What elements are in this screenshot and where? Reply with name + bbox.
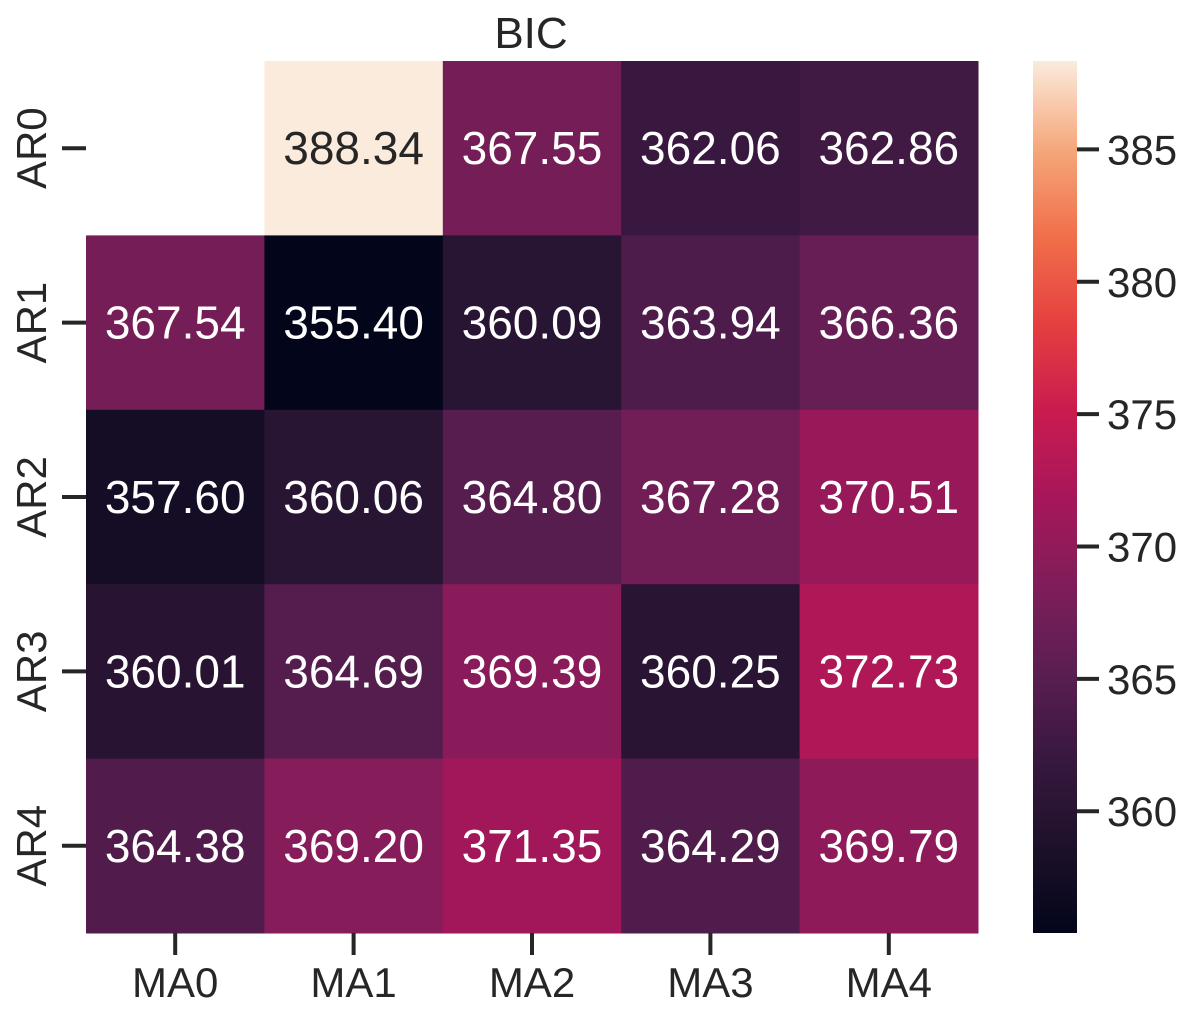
x-axis: MA0 MA1 MA2 MA3 MA4 bbox=[132, 933, 932, 1006]
heatmap-cell bbox=[86, 584, 265, 760]
chart-title: BIC bbox=[494, 9, 567, 58]
cell-value-label: 362.06 bbox=[640, 122, 781, 174]
x-tick-label: MA3 bbox=[667, 959, 753, 1006]
heatmap-cell bbox=[799, 61, 979, 236]
y-tick-label: AR0 bbox=[8, 107, 55, 189]
heatmap-cell bbox=[621, 235, 801, 411]
heatmap-cell bbox=[264, 758, 444, 934]
y-tick-label: AR3 bbox=[8, 631, 55, 713]
heatmap-cell bbox=[621, 409, 801, 585]
colorbar: 360 365 370 375 380 385 bbox=[1033, 61, 1177, 933]
cell-value-label: 367.55 bbox=[462, 122, 603, 174]
cell-value-label: 369.39 bbox=[462, 645, 603, 697]
cell-value-label: 370.51 bbox=[818, 471, 959, 523]
heatmap-cell bbox=[442, 61, 622, 236]
colorbar-tick-label: 380 bbox=[1107, 259, 1177, 306]
heatmap-cell bbox=[86, 409, 265, 585]
colorbar-tick-label: 360 bbox=[1107, 788, 1177, 835]
heatmap-cell bbox=[799, 235, 979, 411]
y-tick-label: AR2 bbox=[8, 456, 55, 538]
cell-value-label: 363.94 bbox=[640, 297, 781, 349]
y-tick-label: AR4 bbox=[8, 805, 55, 887]
heatmap-cell bbox=[621, 758, 801, 934]
heatmap-cell bbox=[264, 61, 444, 236]
cell-value-label: 357.60 bbox=[105, 471, 246, 523]
cell-value-label: 364.38 bbox=[105, 820, 246, 872]
cell-value-label: 366.36 bbox=[818, 297, 959, 349]
colorbar-gradient bbox=[1033, 61, 1077, 933]
cell-value-label: 388.34 bbox=[283, 122, 424, 174]
x-tick-label: MA0 bbox=[132, 959, 218, 1006]
y-tick-label: AR1 bbox=[8, 282, 55, 364]
heatmap-cell bbox=[799, 584, 979, 760]
heatmap-cell bbox=[442, 758, 622, 934]
x-tick-label: MA1 bbox=[310, 959, 396, 1006]
cell-value-label: 360.06 bbox=[283, 471, 424, 523]
cell-value-label: 360.01 bbox=[105, 645, 246, 697]
x-tick-label: MA4 bbox=[846, 959, 932, 1006]
heatmap-cell bbox=[264, 235, 444, 411]
cell-value-label: 369.79 bbox=[818, 820, 959, 872]
cell-value-label: 367.54 bbox=[105, 297, 246, 349]
cell-value-label: 360.25 bbox=[640, 645, 781, 697]
heatmap-cell bbox=[264, 584, 444, 760]
cell-value-label: 369.20 bbox=[283, 820, 424, 872]
heatmap-cell bbox=[442, 235, 622, 411]
cell-value-label: 355.40 bbox=[283, 297, 424, 349]
colorbar-tick-label: 375 bbox=[1107, 391, 1177, 438]
heatmap-cell bbox=[799, 409, 979, 585]
y-axis: AR0 AR1 AR2 AR3 AR4 bbox=[8, 107, 86, 887]
colorbar-tick-label: 370 bbox=[1107, 524, 1177, 571]
cell-value-label: 364.69 bbox=[283, 645, 424, 697]
cell-value-label: 371.35 bbox=[462, 820, 603, 872]
heatmap-cell bbox=[86, 235, 265, 411]
heatmap-cell bbox=[442, 584, 622, 760]
heatmap-cell bbox=[621, 61, 801, 236]
cell-value-label: 364.80 bbox=[462, 471, 603, 523]
heatmap-cell bbox=[621, 584, 801, 760]
heatmap-cell bbox=[264, 409, 444, 585]
cell-value-label: 364.29 bbox=[640, 820, 781, 872]
colorbar-tick-label: 365 bbox=[1107, 656, 1177, 703]
cell-value-label: 362.86 bbox=[818, 122, 959, 174]
x-tick-label: MA2 bbox=[489, 959, 575, 1006]
cell-value-label: 367.28 bbox=[640, 471, 781, 523]
heatmap-cells: 388.34 367.55 362.06 362.86 367.54 355.40 360.… bbox=[86, 61, 979, 934]
heatmap-cell bbox=[442, 409, 622, 585]
heatmap-cell bbox=[86, 758, 265, 934]
cell-value-label: 360.09 bbox=[462, 297, 603, 349]
heatmap-cell bbox=[799, 758, 979, 934]
cell-value-label: 372.73 bbox=[818, 645, 959, 697]
colorbar-tick-label: 385 bbox=[1107, 126, 1177, 173]
